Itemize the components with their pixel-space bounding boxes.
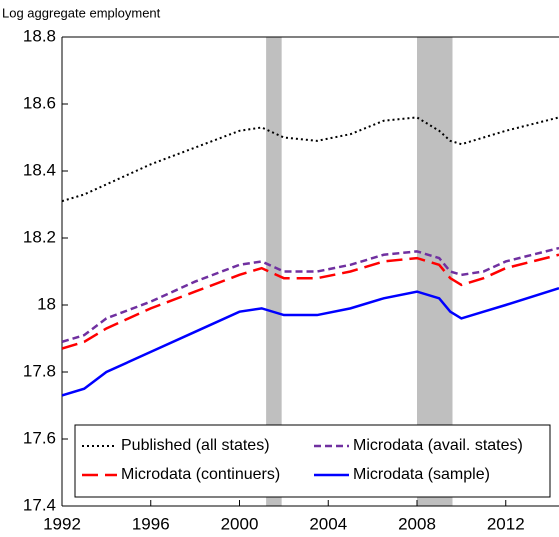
series-line — [62, 116, 559, 203]
y-tick-label: 18 — [37, 294, 56, 313]
y-tick-label: 18.2 — [23, 227, 56, 246]
y-tick-label: 17.8 — [23, 361, 56, 380]
x-tick-label: 1996 — [132, 514, 170, 533]
x-tick-label: 2000 — [221, 514, 259, 533]
plot-area — [62, 116, 559, 397]
series-line — [62, 253, 559, 350]
y-tick-label: 18.8 — [23, 26, 56, 45]
legend-label: Microdata (sample) — [353, 466, 490, 483]
x-tick-label: 2008 — [398, 514, 436, 533]
series-line — [62, 287, 559, 397]
y-axis-label: Log aggregate employment — [2, 5, 161, 20]
y-tick-label: 17.4 — [23, 495, 56, 514]
x-tick-label: 2004 — [309, 514, 347, 533]
x-tick-label: 1992 — [43, 514, 81, 533]
legend-box — [74, 424, 551, 498]
y-tick-label: 17.6 — [23, 428, 56, 447]
recession-shade — [266, 37, 282, 506]
x-tick-label: 2012 — [487, 514, 525, 533]
y-tick-label: 18.4 — [23, 160, 56, 179]
legend-label: Published (all states) — [121, 437, 270, 454]
y-tick-label: 18.6 — [23, 93, 56, 112]
series-line — [62, 246, 559, 344]
legend-label: Microdata (avail. states) — [353, 437, 523, 454]
legend-label: Microdata (continuers) — [121, 466, 280, 483]
